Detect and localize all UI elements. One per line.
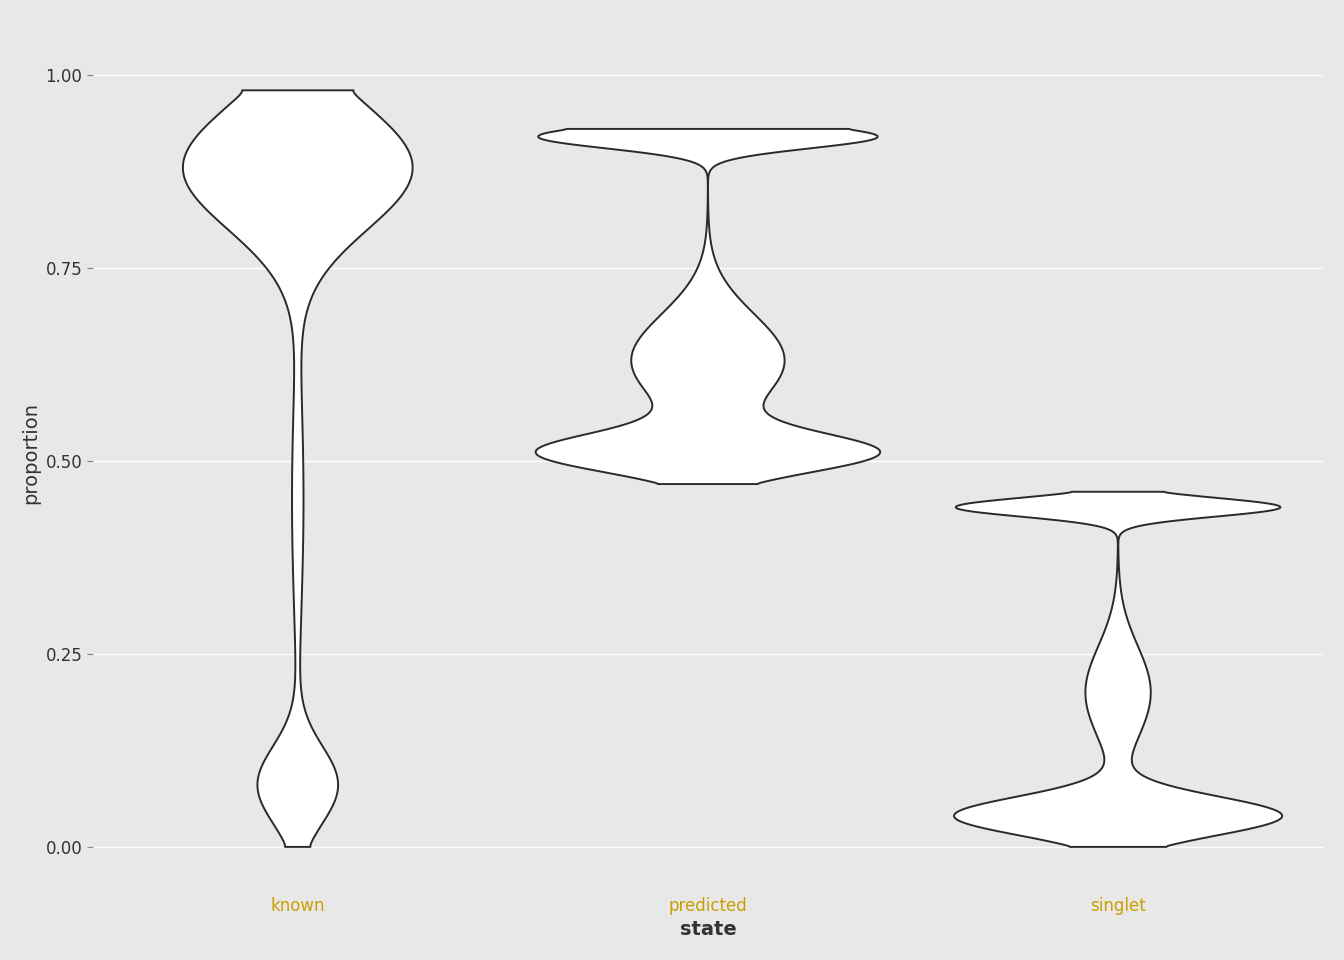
Polygon shape <box>536 129 880 484</box>
X-axis label: state: state <box>680 921 737 939</box>
Polygon shape <box>183 90 413 847</box>
Y-axis label: proportion: proportion <box>22 402 40 504</box>
Polygon shape <box>954 492 1282 847</box>
